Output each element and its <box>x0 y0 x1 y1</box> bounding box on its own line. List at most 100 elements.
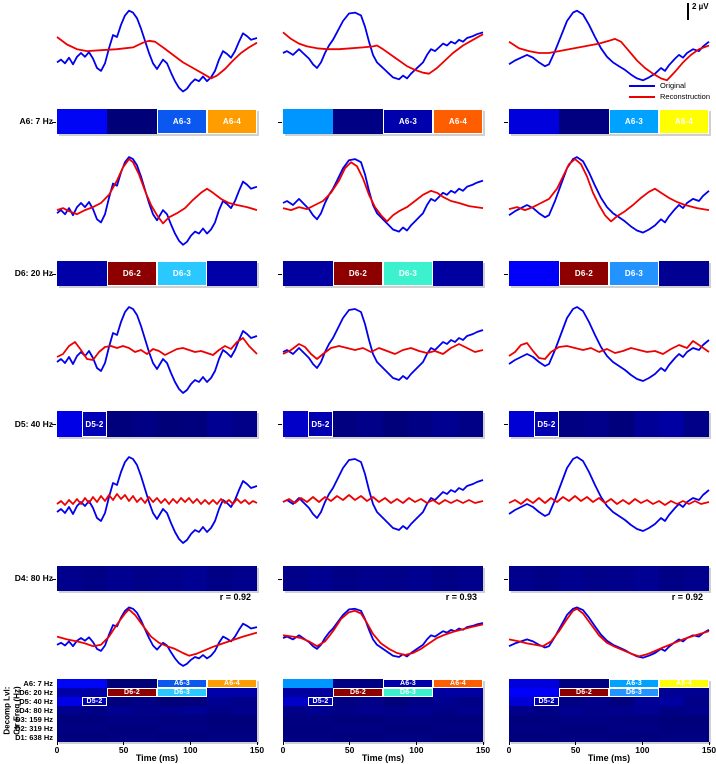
band-ytick <box>52 121 56 123</box>
cell-d5-2: D5-2 <box>534 411 559 437</box>
heatmap-row-6 <box>57 733 257 742</box>
cell-a6-3: A6-3 <box>383 109 433 134</box>
legend-label-original: Original <box>660 81 686 90</box>
x-axis-label-col2: Time (ms) <box>361 753 405 763</box>
x-tick <box>415 742 417 745</box>
heat-cell <box>534 566 559 591</box>
heat-cell <box>157 724 207 733</box>
heat-cell <box>609 724 659 733</box>
cell-a6-4: A6-4 <box>433 679 483 688</box>
heat-cell <box>283 261 333 286</box>
cell-d6-2: D6-2 <box>107 261 157 286</box>
reconstruction-line <box>56 337 258 361</box>
heat-cell <box>107 733 157 742</box>
cell-a6-4: A6-4 <box>659 679 709 688</box>
cell-d5-2: D5-2 <box>82 411 107 437</box>
cell-d6-2: D6-2 <box>559 261 609 286</box>
heat-cell <box>433 706 458 715</box>
original-line-swatch <box>629 84 655 87</box>
x-tick-label: 150 <box>701 745 716 755</box>
heat-cell <box>684 697 709 706</box>
signal-panel-d5-col3 <box>508 306 710 382</box>
band-label-d4: D4: 80 Hz <box>14 573 53 583</box>
correlation-label-col3: r = 0.92 <box>671 592 703 602</box>
heat-cell <box>207 724 257 733</box>
heat-cell <box>107 411 132 437</box>
heatmap-row-2: D5-2 <box>57 697 257 706</box>
heat-cell <box>659 566 684 591</box>
band-ytick <box>278 424 282 425</box>
heatmap-row-0: A6-3 A6-4 <box>283 679 483 688</box>
amplitude-scale-bar <box>687 3 689 20</box>
cell-d6-2: D6-2 <box>559 688 609 697</box>
heat-cell <box>609 715 659 724</box>
x-tick-label: 50 <box>344 745 355 755</box>
heat-cell <box>458 411 483 437</box>
heatmap-row-label-d3: D3: 159 Hz <box>15 715 53 724</box>
coef-band-d6-col3: D6-2 D6-3 <box>509 261 709 286</box>
band-ytick <box>278 121 282 123</box>
heat-cell <box>57 733 107 742</box>
reconstruction-line <box>56 36 258 80</box>
cell-d6-3: D6-3 <box>609 688 659 697</box>
x-tick <box>482 742 484 745</box>
original-line <box>56 306 258 394</box>
heatmap-row-3 <box>283 706 483 715</box>
heatmap-row-4 <box>57 715 257 724</box>
heat-cell <box>659 724 709 733</box>
band-ytick <box>278 273 282 275</box>
signal-panel-full-col1 <box>56 606 258 667</box>
heat-cell <box>283 706 308 715</box>
heat-cell <box>433 733 483 742</box>
heat-cell <box>358 706 383 715</box>
cell-d6-3: D6-3 <box>383 688 433 697</box>
heat-cell <box>383 733 433 742</box>
heat-cell <box>107 724 157 733</box>
heat-cell <box>509 261 559 286</box>
reconstruction-line <box>282 609 484 656</box>
band-ytick <box>504 121 508 123</box>
heat-cell <box>283 566 308 591</box>
band-ytick <box>52 273 56 275</box>
correlation-label-col1: r = 0.92 <box>219 592 251 602</box>
coef-band-d5-col1: D5-2 <box>57 411 257 437</box>
reconstruction-line <box>508 38 710 82</box>
heat-cell <box>157 706 182 715</box>
heat-cell <box>559 679 609 688</box>
cell-a6-3: A6-3 <box>609 679 659 688</box>
cell-d6-2: D6-2 <box>333 261 383 286</box>
original-line <box>282 308 484 381</box>
heat-cell <box>383 566 408 591</box>
decomposition-heatmap-col3: A6-3 A6-4 D6-2 D6-3 D5-2 <box>509 679 709 742</box>
heat-cell <box>283 697 308 706</box>
heat-cell <box>634 697 659 706</box>
heatmap-row-5 <box>509 724 709 733</box>
reconstruction-line <box>508 158 710 223</box>
original-line <box>56 456 258 544</box>
heat-cell <box>283 733 333 742</box>
heat-cell <box>57 411 82 437</box>
heat-cell <box>57 697 82 706</box>
heat-cell <box>509 566 534 591</box>
heat-cell <box>383 715 433 724</box>
heat-cell <box>82 566 107 591</box>
reconstruction-line <box>508 607 710 658</box>
band-ytick <box>52 424 56 425</box>
heat-cell <box>132 697 157 706</box>
coef-band-d4-col1 <box>57 566 257 591</box>
reconstruction-line-swatch <box>629 95 655 98</box>
heat-cell <box>132 706 157 715</box>
signal-panel-d5-col1 <box>56 306 258 394</box>
heat-cell <box>659 688 709 697</box>
heatmap-row-4 <box>283 715 483 724</box>
heat-cell <box>107 715 157 724</box>
cell-a6-3: A6-3 <box>157 109 207 134</box>
heat-cell <box>283 724 333 733</box>
heat-cell <box>609 706 634 715</box>
heat-cell <box>684 566 709 591</box>
heat-cell <box>57 706 82 715</box>
heat-cell <box>559 706 584 715</box>
heat-cell <box>408 411 433 437</box>
heat-cell <box>333 706 358 715</box>
x-tick-label: 150 <box>475 745 491 755</box>
